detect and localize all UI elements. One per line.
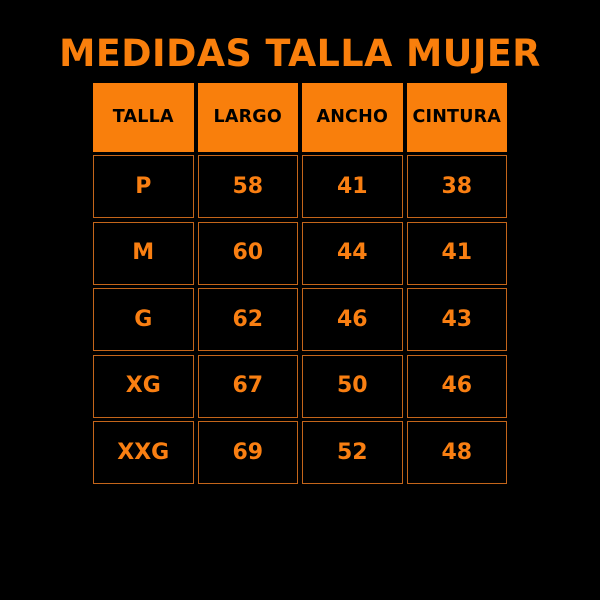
cell-ancho: 44 [302,221,403,285]
table-row: P 58 41 38 [93,155,507,218]
cell-talla: G [93,288,194,351]
cell-largo: 67 [197,354,298,418]
table-row: XXG 69 52 48 [93,421,507,484]
table-header-row: TALLA LARGO ANCHO CINTURA [93,83,507,152]
cell-largo: 58 [197,155,298,218]
table-row: XG 67 50 46 [93,354,507,418]
cell-ancho: 41 [302,155,403,218]
cell-cintura: 48 [406,421,507,484]
cell-ancho: 46 [302,288,403,351]
measurements-table: TALLA LARGO ANCHO CINTURA P 58 41 38 M 6… [93,83,507,488]
cell-cintura: 38 [406,155,507,218]
page-title: MEDIDAS TALLA MUJER [59,32,541,75]
cell-talla: XG [93,354,194,418]
table-row: M 60 44 41 [93,221,507,285]
cell-talla: P [93,155,194,218]
cell-talla: M [93,221,194,285]
cell-talla: XXG [93,421,194,484]
cell-largo: 62 [197,288,298,351]
table-row: G 62 46 43 [93,288,507,351]
column-header-largo: LARGO [197,83,298,152]
column-header-talla: TALLA [93,83,194,152]
cell-cintura: 46 [406,354,507,418]
cell-largo: 69 [197,421,298,484]
column-header-ancho: ANCHO [302,83,403,152]
column-header-cintura: CINTURA [406,83,507,152]
cell-largo: 60 [197,221,298,285]
cell-ancho: 52 [302,421,403,484]
cell-ancho: 50 [302,354,403,418]
cell-cintura: 41 [406,221,507,285]
cell-cintura: 43 [406,288,507,351]
